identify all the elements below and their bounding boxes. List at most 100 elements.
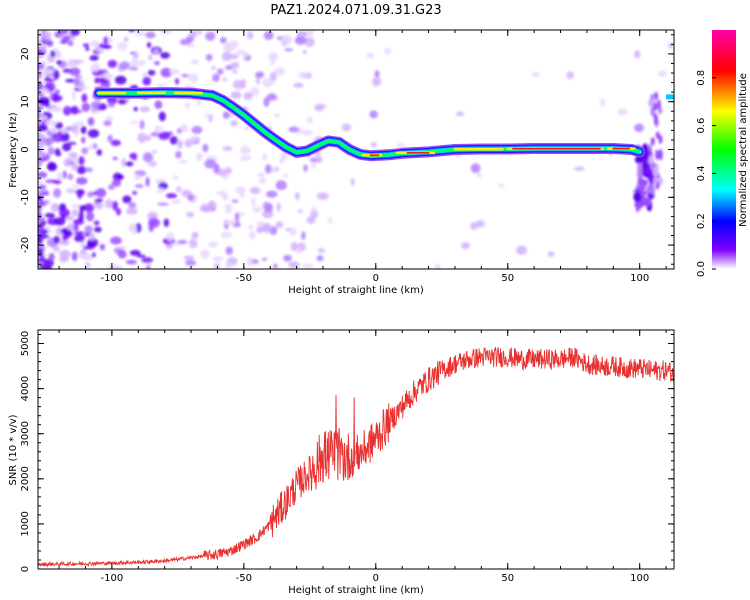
noise-blob <box>317 248 326 254</box>
noise-blob <box>658 134 663 144</box>
noise-blob <box>38 171 48 179</box>
noise-blob <box>196 152 203 162</box>
noise-blob <box>38 106 44 111</box>
noise-blob <box>498 183 505 188</box>
noise-blob <box>174 78 180 85</box>
noise-blob <box>456 111 465 117</box>
noise-blob <box>644 149 649 163</box>
noise-blob <box>658 148 663 161</box>
noise-blob <box>74 132 80 137</box>
noise-blob <box>132 191 138 195</box>
noise-blob <box>668 42 674 49</box>
noise-blob <box>157 202 169 206</box>
noise-blob <box>270 61 275 66</box>
noise-blob <box>434 263 441 269</box>
noise-blob <box>38 92 45 96</box>
noise-blob <box>176 186 182 193</box>
noise-blob <box>38 133 46 140</box>
noise-blob <box>637 177 644 186</box>
noise-blob <box>52 179 62 185</box>
noise-blob <box>156 187 165 194</box>
colorbar-tick-label: 0.6 <box>696 118 707 134</box>
noise-blob <box>137 132 148 143</box>
noise-blob <box>133 51 139 60</box>
noise-blob <box>134 184 144 189</box>
noise-blob <box>200 249 210 259</box>
noise-blob <box>85 261 90 269</box>
noise-blob <box>230 119 238 127</box>
noise-blob <box>298 71 311 79</box>
x-tick-label: -50 <box>236 573 252 584</box>
y-tick-label: 1000 <box>20 511 31 536</box>
noise-blob <box>374 70 380 78</box>
noise-blob <box>188 73 199 83</box>
noise-blob <box>128 30 136 33</box>
noise-blob <box>476 220 485 228</box>
noise-blob <box>304 37 315 48</box>
noise-blob <box>117 249 127 259</box>
noise-blob <box>249 87 260 96</box>
noise-blob <box>135 30 146 37</box>
noise-blob <box>153 61 160 66</box>
noise-blob <box>251 198 256 206</box>
noise-blob <box>65 188 77 193</box>
noise-blob <box>176 128 182 134</box>
noise-blob <box>38 247 43 255</box>
noise-blob <box>185 36 194 43</box>
noise-blob <box>224 203 233 214</box>
noise-blob <box>177 239 188 245</box>
noise-blob <box>261 78 272 88</box>
noise-blob <box>268 81 275 86</box>
noise-blob <box>112 200 118 211</box>
noise-blob <box>296 246 302 255</box>
noise-blob <box>366 52 375 59</box>
noise-blob <box>107 184 115 191</box>
noise-blob <box>87 117 95 126</box>
noise-blob <box>301 231 306 241</box>
noise-blob <box>653 102 658 112</box>
y-tick-label: -10 <box>20 189 31 205</box>
noise-blob <box>150 131 160 137</box>
noise-blob <box>269 71 277 82</box>
noise-blob <box>154 125 163 133</box>
noise-blob <box>654 162 659 175</box>
noise-blob <box>62 142 72 152</box>
noise-blob <box>59 30 69 35</box>
noise-blob <box>69 30 80 36</box>
noise-blob <box>130 224 138 235</box>
noise-blob <box>77 85 89 90</box>
noise-blob <box>126 207 138 215</box>
noise-blob <box>384 47 392 55</box>
noise-blob <box>219 36 227 44</box>
noise-blob <box>56 152 62 157</box>
noise-blob <box>184 102 190 110</box>
noise-blob <box>176 139 183 149</box>
noise-blob <box>191 125 203 134</box>
noise-blob <box>240 146 251 155</box>
x-tick-label: 100 <box>630 573 649 584</box>
noise-blob <box>69 67 81 76</box>
noise-blob <box>302 263 315 268</box>
y-tick-label: 10 <box>20 95 31 108</box>
noise-blob <box>38 30 42 38</box>
noise-blob <box>232 79 245 90</box>
noise-blob <box>283 173 289 178</box>
noise-blob <box>74 231 85 236</box>
noise-blob <box>256 220 264 228</box>
noise-blob <box>67 141 77 145</box>
noise-blob <box>242 51 249 59</box>
noise-blob <box>460 242 470 250</box>
noise-blob <box>273 263 278 269</box>
noise-blob <box>116 265 123 269</box>
noise-blob <box>190 59 200 65</box>
noise-blob <box>134 60 146 67</box>
noise-blob <box>105 115 114 121</box>
noise-blob <box>249 230 256 239</box>
noise-blob <box>66 61 78 68</box>
noise-blob <box>81 93 88 103</box>
noise-blob <box>293 82 304 88</box>
snr-frame <box>37 329 675 570</box>
noise-blob <box>107 134 113 143</box>
snr-line <box>38 346 674 568</box>
